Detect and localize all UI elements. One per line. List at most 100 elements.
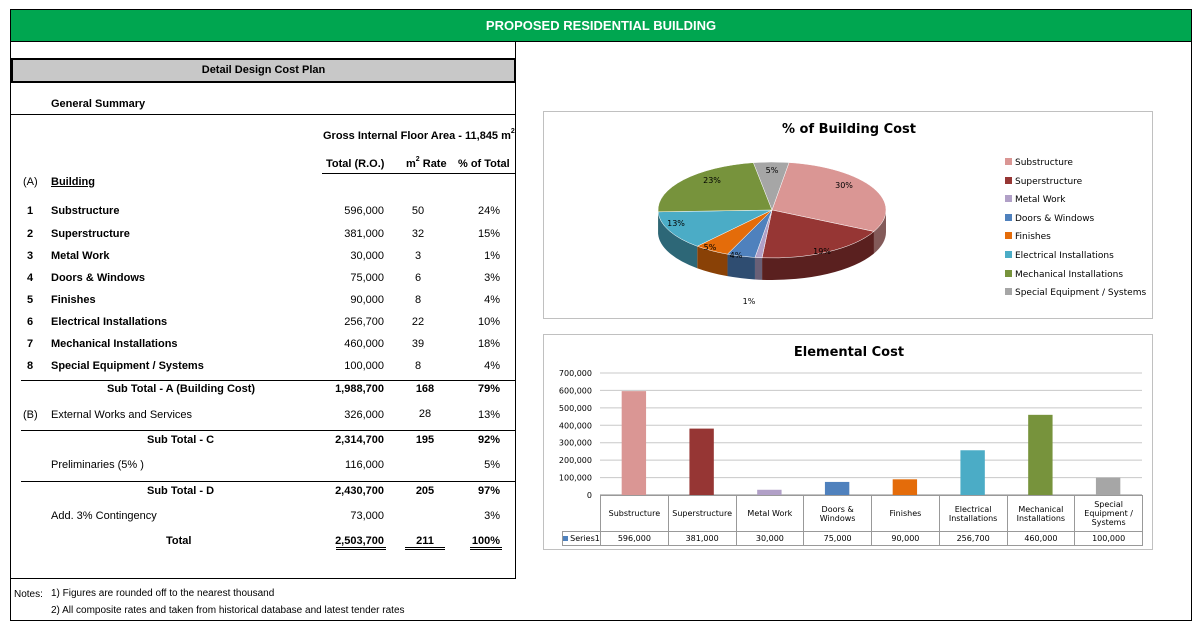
y-tick-label: 300,000 xyxy=(559,439,592,448)
subtotal-c-label: Sub Total - C xyxy=(147,434,215,446)
note-1: 1) Figures are rounded off to the neares… xyxy=(51,588,275,599)
section-b-rate: 28 xyxy=(418,408,432,420)
item-total: 75,000 xyxy=(350,272,384,284)
pie-slice-side xyxy=(754,257,763,280)
legend-swatch xyxy=(1005,176,1012,184)
legend-label: Substructure xyxy=(1015,158,1073,168)
legend-label: Finishes xyxy=(1015,232,1051,243)
item-number: 6 xyxy=(27,316,34,328)
item-rate: 50 xyxy=(411,205,425,217)
y-tick-label: 400,000 xyxy=(559,421,592,430)
legend-swatch xyxy=(1005,195,1012,203)
item-number: 5 xyxy=(27,294,34,306)
series-label: Series1 xyxy=(562,531,601,546)
item-total: 460,000 xyxy=(344,338,384,350)
item-rate: 8 xyxy=(414,294,422,306)
pie-data-label: 5% xyxy=(766,166,779,175)
item-number: 4 xyxy=(27,272,34,284)
section-b-total: 326,000 xyxy=(344,409,384,421)
data-table-value: 75,000 xyxy=(803,531,872,546)
section-b-code: (B) xyxy=(23,409,38,421)
series-swatch xyxy=(563,536,569,541)
item-name: Substructure xyxy=(51,205,120,217)
cost-plan-table xyxy=(11,42,516,579)
subtotal-c-total: 2,314,700 xyxy=(335,434,384,446)
pie-slice xyxy=(657,209,773,247)
pie-data-label: 30% xyxy=(835,181,853,190)
preliminaries-pct: 5% xyxy=(484,459,500,471)
subtotal-d-pct: 97% xyxy=(477,485,500,497)
item-total: 100,000 xyxy=(344,360,384,372)
item-pct: 3% xyxy=(484,272,500,284)
y-tick-label: 200,000 xyxy=(559,456,592,465)
bar xyxy=(757,489,782,495)
divider xyxy=(470,547,502,548)
item-pct: 4% xyxy=(484,360,500,372)
bar xyxy=(1028,414,1053,495)
item-rate: 39 xyxy=(411,338,425,350)
item-number: 8 xyxy=(27,360,34,372)
preliminaries-label: Preliminaries (5% ) xyxy=(51,459,144,471)
item-total: 256,700 xyxy=(344,316,384,328)
pie-slice-side xyxy=(658,211,698,269)
pie-data-label: 1% xyxy=(743,297,756,306)
legend-item: Substructure xyxy=(1005,158,1073,168)
pie-data-label: 4% xyxy=(730,251,743,260)
col-header-rate: m2 Rate xyxy=(406,156,447,170)
item-rate: 22 xyxy=(411,316,425,328)
legend-swatch xyxy=(1005,158,1012,165)
subtotal-c-rate: 195 xyxy=(415,434,435,446)
x-category-label: Special Equipment / Systems xyxy=(1074,495,1143,532)
item-name: Doors & Windows xyxy=(51,272,146,284)
legend-swatch xyxy=(1005,213,1012,221)
grand-total-rate: 211 xyxy=(416,535,434,547)
item-pct: 18% xyxy=(477,338,500,350)
grand-total-pct: 100% xyxy=(471,535,500,547)
pie-data-label: 23% xyxy=(703,176,721,185)
pie-data-label: 13% xyxy=(667,219,685,228)
note-2: 2) All composite rates and taken from hi… xyxy=(51,605,405,616)
bar xyxy=(1095,477,1121,495)
section-a-code: (A) xyxy=(23,176,38,188)
legend-item: Finishes xyxy=(1005,232,1051,242)
legend-label: Electrical Installations xyxy=(1015,251,1114,261)
pie-data-label: 5% xyxy=(704,243,717,252)
divider xyxy=(21,430,515,431)
legend-swatch xyxy=(1005,269,1012,277)
legend-label: Mechanical Installations xyxy=(1015,269,1124,280)
item-pct: 24% xyxy=(477,205,500,217)
item-rate: 6 xyxy=(414,272,422,284)
item-name: Special Equipment / Systems xyxy=(51,360,204,372)
divider xyxy=(336,547,386,548)
pie-slice-side xyxy=(873,210,886,254)
item-rate: 3 xyxy=(414,250,422,262)
divider xyxy=(21,481,515,482)
legend-item: Electrical Installations xyxy=(1005,251,1114,261)
data-table-value: 256,700 xyxy=(938,531,1008,546)
legend-label: Metal Work xyxy=(1015,195,1066,206)
item-rate: 8 xyxy=(414,360,422,372)
legend-item: Metal Work xyxy=(1005,195,1066,205)
item-total: 381,000 xyxy=(344,228,384,240)
item-name: Superstructure xyxy=(51,228,130,240)
data-table-value: 381,000 xyxy=(667,531,737,546)
legend-swatch xyxy=(1005,232,1012,240)
data-table-value: 460,000 xyxy=(1006,531,1076,546)
contingency-total: 73,000 xyxy=(350,510,384,522)
contingency-pct: 3% xyxy=(484,510,500,522)
subtotal-a-rate: 168 xyxy=(415,383,435,395)
x-category-label: Mechanical Installations xyxy=(1006,495,1076,532)
section-a-label: Building xyxy=(51,176,95,188)
series-name: Series1 xyxy=(570,534,600,543)
gifa-label: Gross Internal Floor Area - 11,845 m2 xyxy=(323,128,515,142)
pie-slice xyxy=(771,162,887,232)
item-number: 2 xyxy=(27,228,34,240)
col-header-pct: % of Total xyxy=(458,158,510,170)
subtotal-a-total: 1,988,700 xyxy=(335,383,384,395)
divider xyxy=(405,549,445,550)
divider xyxy=(336,549,386,550)
item-name: Finishes xyxy=(51,294,96,306)
preliminaries-total: 116,000 xyxy=(345,459,384,471)
divider xyxy=(322,173,515,174)
legend-label: Superstructure xyxy=(1015,176,1083,187)
